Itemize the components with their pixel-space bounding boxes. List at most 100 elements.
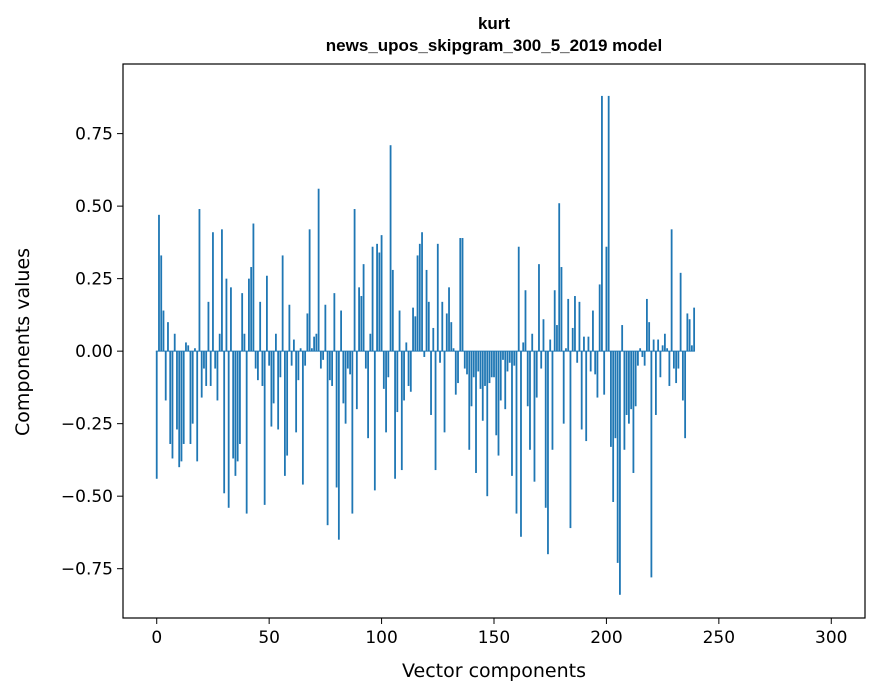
bar-203 [612, 351, 615, 502]
bar-106 [394, 351, 396, 479]
bar-24 [209, 351, 212, 386]
bar-180 [560, 267, 563, 352]
bar-55 [279, 351, 282, 378]
bar-102 [385, 351, 387, 433]
bar-19 [198, 209, 201, 352]
bar-47 [261, 351, 264, 386]
bar-37 [239, 351, 241, 444]
x-axis-label: Vector components [402, 660, 586, 682]
bar-158 [511, 351, 513, 476]
bar-90 [358, 287, 360, 352]
y-tick-label: −0.75 [61, 560, 113, 580]
bar-67 [306, 313, 309, 352]
bar-222 [654, 351, 657, 415]
bar-152 [497, 351, 500, 456]
bar-230 [672, 351, 675, 369]
bar-167 [531, 333, 534, 352]
bar-126 [439, 351, 441, 363]
bar-46 [259, 301, 262, 352]
x-axis-ticks: 0 50 100 150 200 250 300 [151, 618, 847, 648]
bar-17 [194, 348, 196, 352]
bar-172 [542, 319, 545, 352]
bar-6 [169, 351, 172, 444]
bar-35 [234, 351, 237, 476]
bar-89 [355, 351, 358, 410]
bar-224 [659, 351, 662, 378]
y-tick-label: 0.75 [75, 125, 113, 145]
bar-118 [421, 232, 423, 352]
bar-87 [351, 351, 354, 514]
bar-101 [382, 351, 385, 389]
bar-82 [340, 310, 342, 352]
bar-110 [403, 351, 405, 401]
y-tick-label: −0.25 [61, 415, 113, 435]
bar-197 [598, 284, 601, 352]
bar-38 [241, 293, 244, 352]
bar-193 [589, 351, 592, 372]
bar-54 [277, 351, 280, 430]
bar-95 [369, 333, 372, 352]
bar-236 [686, 313, 689, 352]
bar-192 [587, 336, 590, 352]
bar-58 [286, 351, 289, 456]
bar-159 [513, 351, 516, 366]
bar-44 [254, 351, 257, 369]
bar-93 [364, 351, 367, 369]
bar-59 [288, 304, 291, 352]
bar-165 [526, 351, 529, 407]
bar-5 [167, 322, 169, 352]
bar-162 [520, 351, 522, 537]
bar-22 [205, 351, 208, 386]
bar-189 [580, 351, 583, 430]
bar-204 [614, 351, 617, 439]
y-tick-label: 0.50 [75, 197, 113, 217]
bar-66 [304, 351, 307, 366]
bar-208 [623, 351, 626, 450]
bar-28 [218, 333, 221, 352]
x-tick-label: 50 [258, 628, 280, 648]
bar-183 [567, 298, 570, 352]
bar-125 [436, 243, 439, 352]
x-tick-label: 100 [365, 628, 397, 648]
bar-113 [409, 351, 412, 392]
bar-190 [583, 336, 585, 352]
bar-76 [326, 351, 329, 526]
y-tick-label: −0.50 [61, 487, 113, 507]
bar-145 [481, 351, 484, 421]
bar-52 [272, 351, 275, 404]
bar-163 [522, 342, 525, 352]
bar-160 [515, 351, 518, 514]
bar-184 [569, 351, 572, 529]
bar-187 [576, 351, 579, 363]
bar-13 [185, 342, 187, 352]
y-axis-ticks: −0.75 −0.50 −0.25 0.00 0.25 0.50 0.75 [61, 125, 123, 580]
bar-94 [367, 351, 369, 439]
bar-207 [621, 325, 624, 352]
bar-71 [315, 333, 318, 352]
bar-77 [328, 351, 331, 381]
bar-31 [225, 278, 228, 352]
bar-234 [681, 351, 684, 401]
bar-18 [196, 351, 199, 462]
bar-137 [463, 351, 466, 369]
bar-228 [668, 351, 671, 386]
bar-21 [203, 351, 205, 369]
bar-214 [637, 351, 639, 366]
bar-233 [679, 272, 682, 352]
bar-112 [407, 351, 410, 386]
bar-215 [639, 348, 642, 352]
bar-100 [380, 235, 383, 352]
bar-148 [488, 351, 491, 384]
plot-frame [122, 63, 866, 619]
bar-174 [547, 351, 549, 555]
bar-161 [517, 246, 520, 352]
bar-103 [387, 351, 390, 378]
bar-70 [313, 336, 316, 352]
bar-135 [459, 238, 462, 352]
bar-36 [236, 351, 239, 462]
bar-182 [565, 348, 567, 352]
bar-115 [414, 316, 417, 352]
bar-32 [227, 351, 230, 508]
